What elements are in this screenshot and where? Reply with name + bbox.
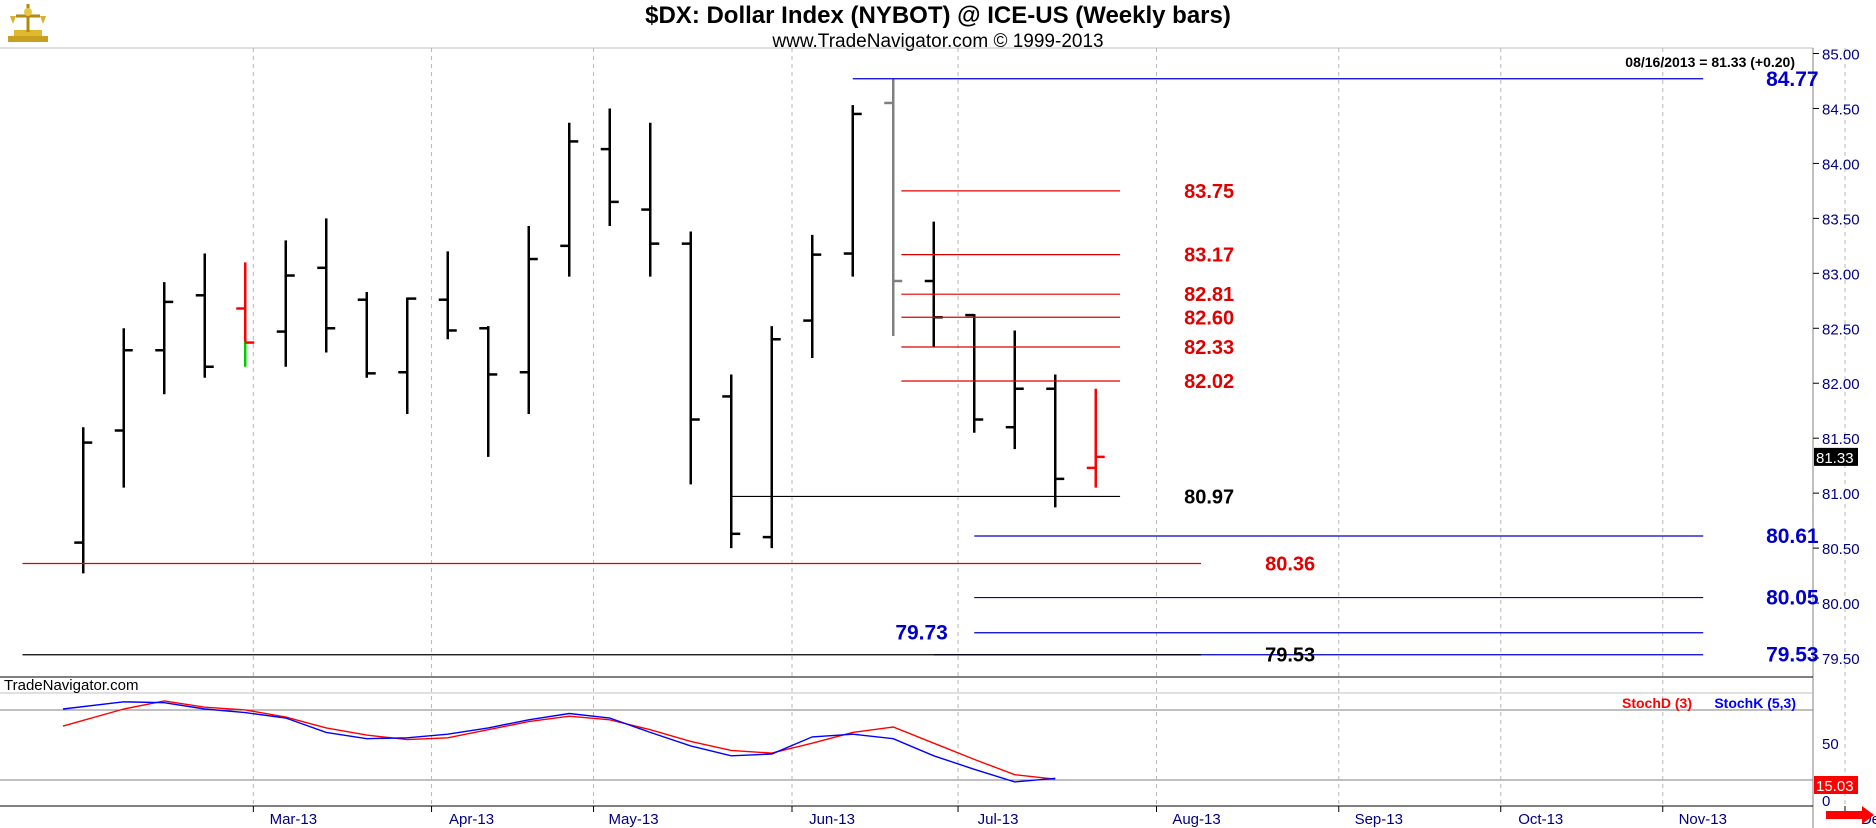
level-label: 82.81 [1184, 284, 1234, 306]
last-quote-label: 08/16/2013 = 81.33 (+0.20) [1625, 54, 1795, 70]
level-label: 80.97 [1184, 486, 1234, 508]
x-tick-label: May-13 [609, 811, 659, 828]
stoch-value-tag-box [1814, 776, 1858, 794]
x-tick-label: Apr-13 [449, 811, 494, 828]
watermark-text: TradeNavigator.com [4, 677, 139, 694]
x-tick-label: Jul-13 [978, 811, 1019, 828]
x-tick-label: Jun-13 [809, 811, 855, 828]
y-tick-label: 83.50 [1822, 211, 1860, 228]
x-tick-label: Sep-13 [1355, 811, 1403, 828]
legend-stoch-d: StochD (3) [1622, 695, 1692, 711]
y-tick-label: 79.50 [1822, 651, 1860, 668]
level-label: 79.53 [1766, 644, 1819, 667]
level-label: 82.33 [1184, 337, 1234, 359]
trade-navigator-logo-icon [8, 4, 48, 42]
x-tick-label: Nov-13 [1679, 811, 1727, 828]
level-label: 82.02 [1184, 371, 1234, 393]
y-tick-label: 81.00 [1822, 486, 1860, 503]
x-tick-label: Mar-13 [270, 811, 318, 828]
chart-title: $DX: Dollar Index (NYBOT) @ ICE-US (Week… [645, 2, 1231, 29]
y-tick-label: 84.50 [1822, 101, 1860, 118]
level-label: 79.53 [1265, 645, 1315, 667]
y-tick-label: 84.00 [1822, 156, 1860, 173]
level-label: 82.60 [1184, 307, 1234, 329]
level-label: 83.75 [1184, 181, 1234, 203]
y-tick-label: 85.00 [1822, 46, 1860, 63]
stoch-d-line [62, 700, 1056, 780]
level-label: 80.61 [1766, 525, 1819, 548]
level-label: 80.36 [1265, 553, 1315, 575]
stoch-k-line [62, 701, 1056, 783]
level-label: 83.17 [1184, 245, 1234, 267]
y-tick-label: 80.50 [1822, 541, 1860, 558]
y-tick-label: 83.00 [1822, 266, 1860, 283]
level-label: 80.05 [1766, 587, 1819, 610]
stoch-y-tick-label: 50 [1822, 736, 1839, 753]
x-tick-label: Oct-13 [1518, 811, 1563, 828]
chart-subtitle: www.TradeNavigator.com © 1999-2013 [772, 31, 1104, 52]
level-label: 84.77 [1766, 68, 1819, 91]
y-tick-label: 81.50 [1822, 431, 1860, 448]
stoch-y-tick-label: 0 [1822, 793, 1830, 810]
legend-stoch-k: StochK (5,3) [1714, 695, 1796, 711]
stoch-value-tag: 15.03 [1816, 778, 1854, 795]
y-tick-label: 82.00 [1822, 376, 1860, 393]
scroll-right-arrow-icon [1826, 806, 1874, 824]
y-tick-label: 80.00 [1822, 596, 1860, 613]
price-tag-value: 81.33 [1816, 450, 1854, 467]
price-tag-box [1814, 447, 1858, 466]
level-label: 79.73 [895, 622, 948, 645]
x-tick-label: Aug-13 [1172, 811, 1220, 828]
y-tick-label: 82.50 [1822, 321, 1860, 338]
